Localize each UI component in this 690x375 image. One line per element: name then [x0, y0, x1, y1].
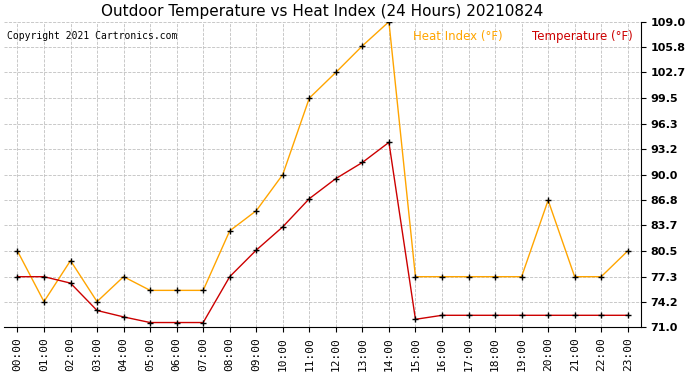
Temperature (°F) [518, 313, 526, 318]
Heat Index (°F) [279, 172, 287, 177]
Heat Index (°F) [252, 209, 260, 213]
Temperature (°F) [119, 315, 128, 319]
Temperature (°F) [332, 176, 340, 181]
Heat Index (°F) [305, 96, 313, 100]
Heat Index (°F) [332, 70, 340, 75]
Temperature (°F) [597, 313, 605, 318]
Temperature (°F) [40, 274, 48, 279]
Legend: Heat Index (°F), Temperature (°F): Heat Index (°F), Temperature (°F) [387, 28, 635, 45]
Heat Index (°F) [385, 20, 393, 24]
Line: Temperature (°F): Temperature (°F) [14, 139, 631, 326]
Temperature (°F) [491, 313, 499, 318]
Heat Index (°F) [146, 288, 155, 292]
Temperature (°F) [252, 248, 260, 252]
Heat Index (°F) [119, 274, 128, 279]
Title: Outdoor Temperature vs Heat Index (24 Hours) 20210824: Outdoor Temperature vs Heat Index (24 Ho… [101, 4, 544, 19]
Heat Index (°F) [544, 198, 552, 202]
Temperature (°F) [199, 320, 207, 325]
Heat Index (°F) [66, 258, 75, 263]
Temperature (°F) [93, 308, 101, 313]
Temperature (°F) [358, 160, 366, 165]
Temperature (°F) [544, 313, 552, 318]
Heat Index (°F) [93, 299, 101, 304]
Temperature (°F) [13, 274, 21, 279]
Line: Heat Index (°F): Heat Index (°F) [14, 18, 631, 305]
Temperature (°F) [385, 140, 393, 145]
Heat Index (°F) [226, 229, 234, 233]
Heat Index (°F) [624, 249, 632, 253]
Temperature (°F) [464, 313, 473, 318]
Heat Index (°F) [13, 249, 21, 253]
Text: Copyright 2021 Cartronics.com: Copyright 2021 Cartronics.com [8, 31, 178, 41]
Temperature (°F) [305, 196, 313, 201]
Temperature (°F) [279, 225, 287, 229]
Heat Index (°F) [518, 274, 526, 279]
Heat Index (°F) [358, 44, 366, 48]
Temperature (°F) [438, 313, 446, 318]
Heat Index (°F) [199, 288, 207, 292]
Temperature (°F) [411, 317, 420, 322]
Temperature (°F) [172, 320, 181, 325]
Heat Index (°F) [464, 274, 473, 279]
Temperature (°F) [571, 313, 579, 318]
Temperature (°F) [226, 274, 234, 279]
Heat Index (°F) [438, 274, 446, 279]
Heat Index (°F) [597, 274, 605, 279]
Heat Index (°F) [172, 288, 181, 292]
Heat Index (°F) [571, 274, 579, 279]
Heat Index (°F) [491, 274, 499, 279]
Temperature (°F) [66, 281, 75, 285]
Heat Index (°F) [40, 299, 48, 304]
Temperature (°F) [624, 313, 632, 318]
Heat Index (°F) [411, 274, 420, 279]
Temperature (°F) [146, 320, 155, 325]
